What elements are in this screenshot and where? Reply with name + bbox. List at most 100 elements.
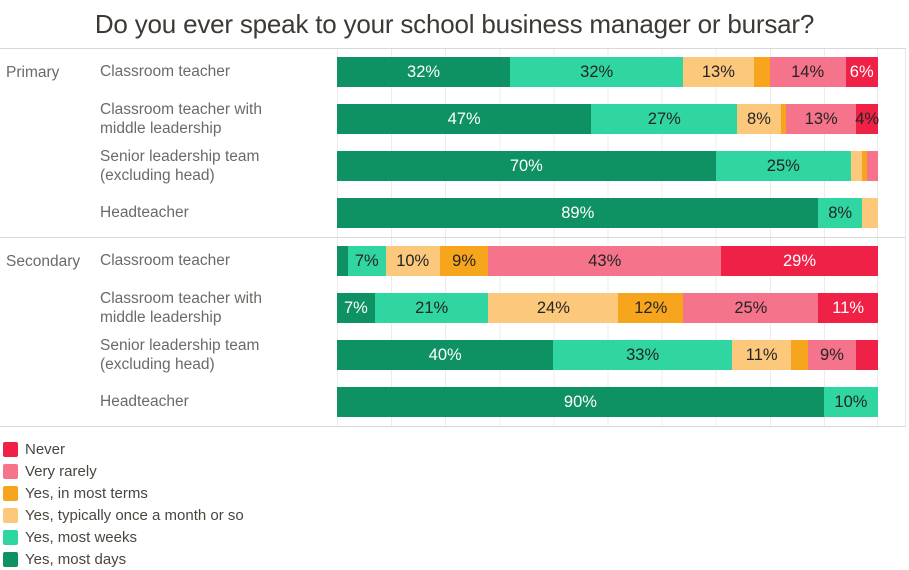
chart-group-primary: Primary Classroom teacher 32% 32% 13% 14% 6% Cl… [0, 49, 905, 237]
legend-swatch [3, 485, 18, 501]
bar-track: 7% 10% 9% 43% 29% [337, 238, 878, 285]
bar-segment-yes-most-weeks: 32% [510, 57, 684, 87]
row-label: Headteacher [100, 204, 189, 222]
bar-segment-never: 11% [818, 293, 878, 323]
bar-track: 40% 33% 11% 9% [337, 332, 878, 379]
group-rows: Classroom teacher 32% 32% 13% 14% 6% Classroom… [100, 49, 880, 237]
bar-segment-yes-most-terms: 9% [439, 246, 489, 276]
bar-segment-yes-monthly: 10% [385, 246, 440, 276]
bar-track: 90% 10% [337, 379, 878, 426]
bar-segment-label: 14% [791, 62, 825, 81]
bar-segment-yes-most-weeks: 21% [374, 293, 489, 323]
bar-track: 7% 21% 24% 12% 25% 11% [337, 285, 878, 332]
bar-segment-label: 29% [783, 251, 817, 270]
bar-segment-yes-most-terms [861, 151, 868, 181]
bar-segment-label: 10% [396, 251, 430, 270]
bar-segment-yes-monthly: 11% [731, 340, 792, 370]
bar-segment-label: 25% [766, 156, 800, 175]
bar-segment-yes-most-weeks: 27% [591, 104, 738, 134]
bar-segment-yes-most-days: 89% [337, 198, 819, 228]
bar-segment-never [856, 340, 878, 370]
chart-row: Classroom teacher 7% 10% 9% 43% 29% [100, 238, 878, 285]
legend-label: Never [25, 440, 66, 458]
bar-segment-label: 6% [849, 62, 874, 81]
bar-segment-yes-monthly: 13% [683, 57, 754, 87]
bar-segment-very-rarely: 13% [786, 104, 857, 134]
bar-segment-label: 9% [820, 345, 844, 364]
bar-track: 89% 8% [337, 190, 878, 237]
chart-group-secondary: Secondary Classroom teacher 7% 10% 9% 43% 29% C… [0, 237, 905, 426]
bar-segment-label: 8% [747, 109, 771, 128]
legend-label: Yes, most days [25, 550, 127, 568]
group-label: Secondary [6, 252, 81, 270]
chart-row: Classroom teacher 32% 32% 13% 14% 6% [100, 49, 878, 96]
bar-segment-yes-most-weeks: 8% [818, 198, 862, 228]
bar-segment-yes-most-terms [780, 104, 786, 134]
chart-row: Senior leadership team (excluding head) 4… [100, 332, 878, 379]
bar-segment-label: 7% [354, 251, 379, 270]
legend-item: Never [3, 438, 909, 460]
bar-track: 47% 27% 8% 13% 4% [337, 96, 880, 143]
bar-segment-label: 9% [452, 251, 477, 270]
bar-segment-label: 89% [561, 203, 595, 222]
stacked-bar: 7% 21% 24% 12% 25% 11% [337, 293, 878, 323]
chart-row: Headteacher 90% 10% [100, 379, 878, 426]
legend-swatch [3, 551, 18, 567]
bar-segment-label: 13% [804, 109, 838, 128]
stacked-bar: 47% 27% 8% 13% 4% [337, 104, 880, 134]
bar-segment-yes-most-terms [753, 57, 770, 87]
bar-segment-very-rarely: 14% [769, 57, 846, 87]
chart-row: Senior leadership team (excluding head) 7… [100, 143, 878, 190]
row-label: Classroom teacher [100, 63, 231, 81]
stacked-bar: 40% 33% 11% 9% [337, 340, 878, 370]
bar-segment-very-rarely: 25% [683, 293, 819, 323]
legend-swatch [3, 463, 18, 479]
bar-segment-very-rarely [867, 151, 878, 181]
legend-label: Very rarely [25, 462, 97, 480]
bar-segment-yes-monthly: 24% [488, 293, 619, 323]
legend-label: Yes, in most terms [25, 484, 148, 502]
legend-swatch [3, 441, 18, 457]
bar-segment-label: 12% [634, 298, 668, 317]
stacked-bar-chart: Primary Classroom teacher 32% 32% 13% 14% 6% Cl… [0, 48, 906, 427]
bar-segment-yes-most-weeks: 33% [553, 340, 732, 370]
legend-swatch [3, 529, 18, 545]
bar-track: 70% 25% [337, 143, 878, 190]
bar-segment-label: 47% [447, 109, 481, 128]
bar-segment-never: 6% [845, 57, 878, 87]
legend-label: Yes, most weeks [25, 528, 137, 546]
bar-segment-label: 7% [344, 298, 368, 317]
bar-segment-label: 27% [647, 109, 681, 128]
stacked-bar: 32% 32% 13% 14% 6% [337, 57, 878, 87]
chart-row: Classroom teacher with middle leadership… [100, 96, 880, 143]
bar-segment-yes-most-days: 40% [337, 340, 554, 370]
bar-segment-label: 13% [701, 62, 735, 81]
bar-segment-label: 4% [855, 109, 880, 128]
page-title: Do you ever speak to your school busines… [94, 9, 815, 39]
bar-segment-label: 11% [832, 298, 865, 317]
group-rows: Classroom teacher 7% 10% 9% 43% 29% Classroom … [100, 238, 878, 426]
bar-segment-label: 24% [536, 298, 570, 317]
bar-segment-yes-most-days: 7% [337, 293, 375, 323]
bar-segment-yes-most-terms: 12% [618, 293, 684, 323]
chart-legend: Never Very rarely Yes, in most terms Yes, t… [0, 427, 909, 570]
bar-segment-label: 8% [828, 203, 853, 222]
bar-segment-label: 40% [428, 345, 462, 364]
stacked-bar: 89% 8% [337, 198, 878, 228]
bar-segment-label: 21% [415, 298, 449, 317]
row-label: Senior leadership team (excluding head) [100, 148, 260, 184]
row-label: Headteacher [100, 393, 189, 411]
bar-segment-yes-most-weeks: 7% [347, 246, 386, 276]
bar-segment-label: 32% [580, 62, 614, 81]
legend-item: Yes, typically once a month or so [3, 504, 909, 526]
bar-track: 32% 32% 13% 14% 6% [337, 49, 878, 96]
bar-segment-very-rarely: 9% [807, 340, 857, 370]
bar-segment-label: 90% [563, 392, 597, 411]
chart-row: Headteacher 89% 8% [100, 190, 878, 237]
bar-segment-label: 25% [734, 298, 768, 317]
bar-segment-yes-most-weeks: 10% [823, 387, 878, 417]
legend-swatch [3, 507, 18, 523]
bar-segment-label: 11% [745, 345, 778, 364]
bar-segment-label: 10% [834, 392, 868, 411]
bar-segment-yes-most-weeks: 25% [715, 151, 851, 181]
